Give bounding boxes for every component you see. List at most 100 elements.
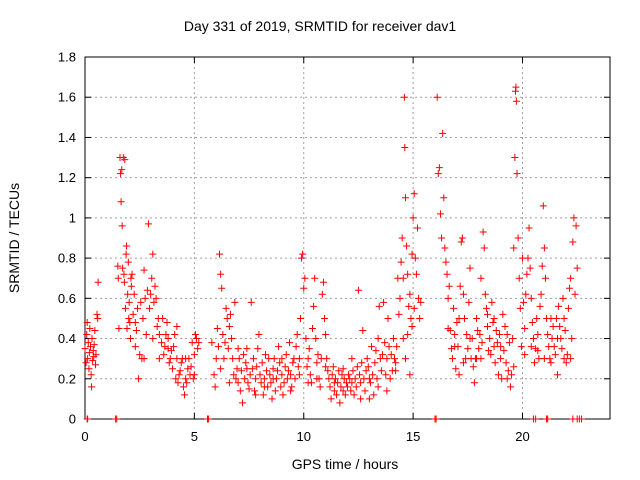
- data-point: [243, 365, 251, 373]
- data-point: [94, 314, 102, 322]
- data-point: [260, 375, 268, 383]
- data-point: [182, 355, 190, 363]
- data-point: [455, 314, 463, 322]
- data-point: [511, 154, 519, 162]
- data-point: [450, 304, 458, 312]
- data-point: [516, 304, 524, 312]
- data-point: [369, 371, 377, 379]
- data-point: [323, 355, 331, 363]
- data-point: [177, 359, 185, 367]
- data-point: [463, 331, 471, 339]
- data-point: [164, 335, 172, 343]
- data-point: [501, 322, 509, 330]
- data-point: [295, 371, 303, 379]
- data-point: [555, 302, 563, 310]
- data-point: [144, 220, 152, 228]
- data-point: [242, 359, 250, 367]
- data-point: [194, 345, 202, 353]
- data-point: [302, 335, 310, 343]
- data-point: [176, 367, 184, 375]
- data-point: [478, 339, 486, 347]
- data-point: [233, 365, 241, 373]
- data-point: [445, 282, 453, 290]
- data-point: [563, 351, 571, 359]
- data-point: [453, 318, 461, 326]
- data-point: [554, 371, 561, 379]
- data-point: [118, 166, 126, 174]
- data-point: [401, 355, 409, 363]
- data-point: [536, 302, 544, 310]
- data-point: [247, 298, 255, 306]
- data-point: [171, 331, 179, 339]
- data-point: [155, 355, 163, 363]
- data-point: [475, 345, 483, 353]
- data-point: [554, 335, 561, 343]
- data-point: [190, 371, 198, 379]
- data-point: [179, 383, 187, 391]
- data-point: [121, 156, 129, 164]
- data-point: [222, 304, 230, 312]
- data-point: [316, 383, 324, 391]
- data-point: [135, 375, 143, 383]
- data-point: [359, 327, 367, 335]
- data-point: [128, 270, 136, 278]
- data-point: [484, 322, 491, 330]
- data-point: [470, 379, 478, 387]
- data-point: [329, 363, 337, 371]
- data-point: [221, 339, 229, 347]
- data-point: [321, 314, 329, 322]
- data-point: [451, 331, 459, 339]
- data-point: [469, 363, 477, 371]
- data-point: [357, 395, 365, 403]
- data-point: [440, 194, 448, 202]
- data-point: [298, 254, 306, 262]
- data-point: [551, 351, 559, 359]
- data-point: [374, 383, 382, 391]
- data-point: [287, 387, 295, 395]
- data-point: [325, 375, 333, 383]
- data-point: [513, 170, 521, 178]
- data-point: [401, 194, 409, 202]
- data-point: [261, 351, 269, 359]
- data-point: [522, 290, 530, 298]
- data-point: [216, 250, 224, 258]
- data-point: [301, 274, 309, 282]
- data-point: [458, 234, 466, 242]
- data-point: [400, 93, 408, 101]
- data-point: [319, 278, 327, 286]
- data-point: [234, 379, 242, 387]
- data-point: [313, 375, 321, 383]
- data-point: [510, 363, 518, 371]
- data-point: [520, 298, 528, 306]
- data-point: [377, 367, 385, 375]
- data-point: [330, 387, 338, 395]
- data-point: [508, 371, 516, 379]
- data-point: [324, 367, 332, 375]
- data-point: [213, 325, 221, 332]
- data-point: [167, 347, 175, 355]
- data-point: [299, 250, 307, 258]
- data-point: [294, 363, 302, 371]
- data-point: [383, 387, 391, 395]
- data-point: [528, 318, 536, 326]
- data-point: [506, 383, 514, 391]
- data-point: [125, 298, 133, 306]
- data-point: [88, 383, 96, 391]
- data-point: [544, 331, 552, 339]
- data-point: [556, 322, 564, 330]
- data-point: [384, 314, 392, 322]
- x-tick-label: 15: [406, 429, 420, 444]
- data-point: [258, 359, 266, 367]
- data-point: [405, 302, 413, 310]
- data-point: [90, 341, 98, 349]
- data-point: [166, 355, 174, 363]
- data-point: [243, 345, 251, 353]
- data-point: [86, 343, 94, 351]
- data-point: [226, 310, 234, 318]
- data-point: [161, 343, 169, 351]
- data-point: [457, 238, 465, 246]
- data-point: [322, 331, 330, 339]
- data-point: [354, 286, 362, 294]
- data-point: [497, 343, 505, 351]
- data-point: [159, 314, 167, 322]
